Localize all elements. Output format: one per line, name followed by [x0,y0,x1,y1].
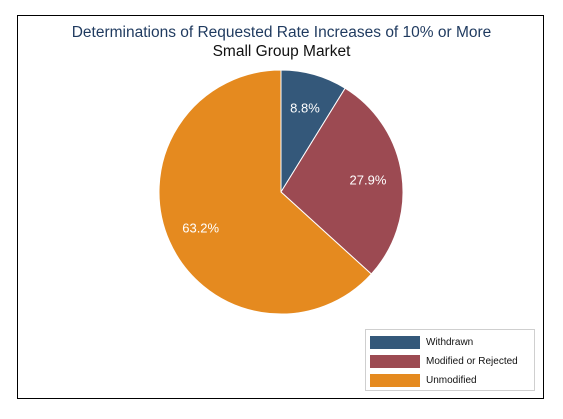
pie-slice-labels: 8.8% 27.9% 63.2% [182,101,387,236]
pie-slice-label-withdrawn: 8.8% [290,101,320,116]
pie-slice-unmodified [158,69,373,315]
pie-slice-label-modified-or-rejected: 27.9% [350,173,387,188]
legend-item-unmodified: Unmodified [370,372,477,388]
pie-slice-modified-or-rejected [280,87,404,275]
legend-label-unmodified: Unmodified [426,374,477,386]
legend-swatch-unmodified [370,373,420,387]
chart-subtitle: Small Group Market [212,43,351,60]
legend-label-modified-or-rejected: Modified or Rejected [426,355,518,367]
legend-item-modified-or-rejected: Modified or Rejected [370,353,518,369]
legend: Withdrawn Modified or Rejected Unmodifie… [365,329,535,391]
legend-item-withdrawn: Withdrawn [370,334,473,350]
chart-title: Determinations of Requested Rate Increas… [71,24,492,41]
legend-swatch-withdrawn [370,335,420,349]
legend-label-withdrawn: Withdrawn [426,336,474,348]
legend-swatch-modified-or-rejected [370,354,420,368]
pie-slices [158,69,404,315]
pie-slice-label-unmodified: 63.2% [182,221,219,236]
